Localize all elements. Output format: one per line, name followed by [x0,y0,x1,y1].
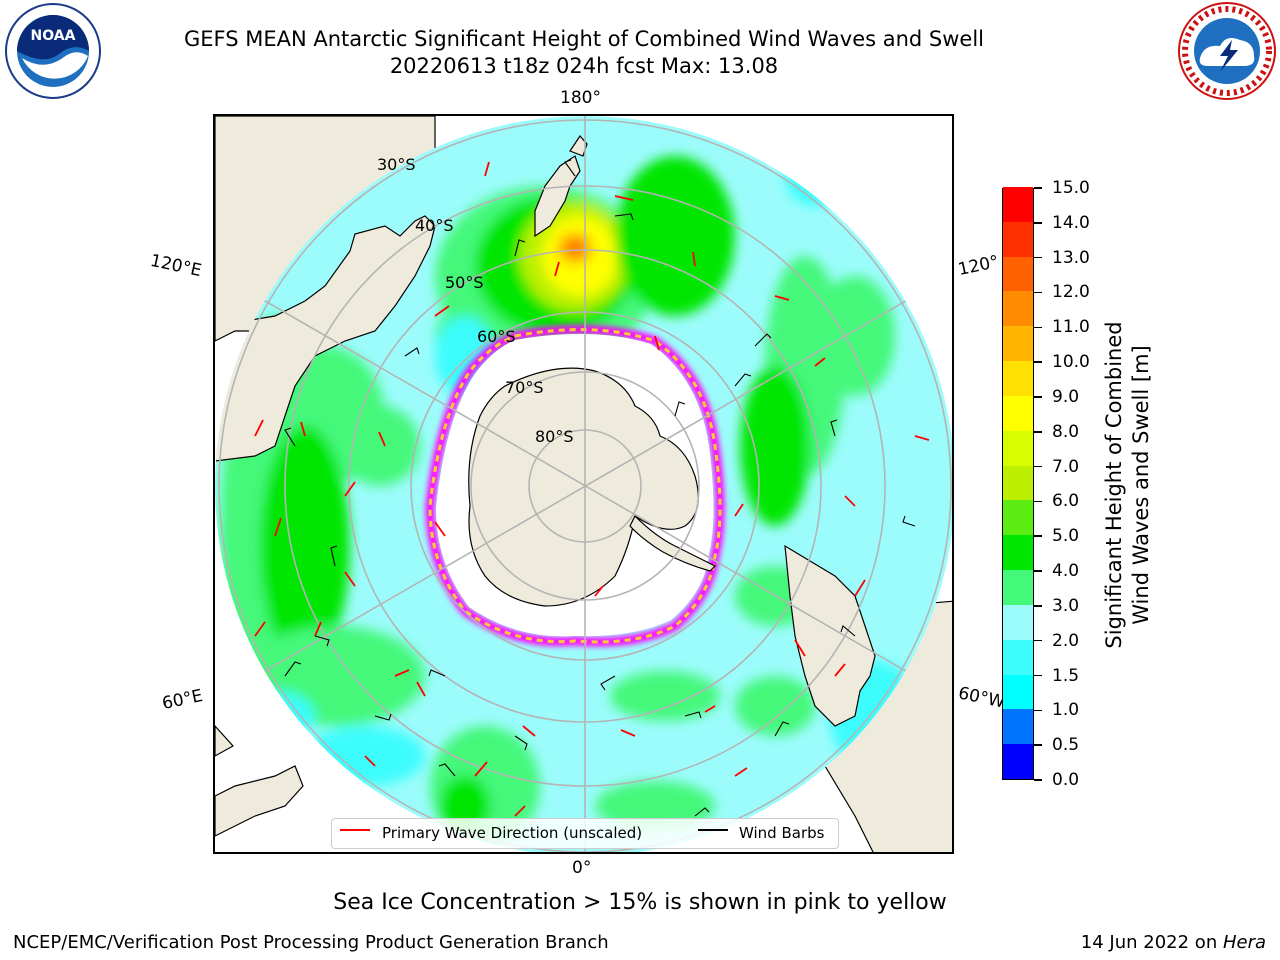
lat-label-40: 40°S [415,216,454,235]
lon-label-0: 0° [572,858,592,878]
colorbar-tick-label: 13.0 [1052,247,1090,268]
chart-title: GEFS MEAN Antarctic Significant Height o… [183,27,985,51]
colorbar-segment [1003,534,1033,571]
colorbar-tick [1034,222,1042,224]
colorbar-segment [1003,674,1033,710]
colorbar-segment [1003,256,1033,292]
colorbar-tick [1034,570,1042,572]
footer-date-text: 14 Jun 2022 on [1080,932,1223,953]
colorbar-tick-label: 2.0 [1052,630,1080,651]
colorbar-segment [1003,708,1033,745]
colorbar-tick [1034,326,1042,329]
polar-map: 30°S 40°S 50°S 60°S 70°S 80°S [215,116,952,852]
colorbar-segment [1003,465,1033,501]
lon-label-60e: 60°E [160,685,205,715]
colorbar-tick-label: 1.0 [1052,700,1080,721]
lon-label-120e: 120°E [148,250,204,282]
colorbar-tick-label: 4.0 [1052,561,1080,582]
colorbar-tick [1034,431,1042,433]
colorbar-title: Significant Height of Combined Wind Wave… [1101,321,1155,648]
colorbar-tick-label: 1.5 [1052,665,1080,686]
colorbar-tick [1034,256,1042,259]
colorbar-segment [1003,604,1033,640]
land-inside [215,135,588,462]
colorbar-segment [1003,430,1033,466]
colorbar-tick [1034,500,1042,503]
graticule [215,116,952,852]
colorbar-tick [1034,779,1042,781]
svg-text:NOAA: NOAA [31,28,76,44]
colorbar-tick-label: 6.0 [1052,491,1080,512]
legend-label-wind-barbs: Wind Barbs [739,824,825,842]
colorbar-tick-label: 0.5 [1052,735,1080,756]
noaa-logo: NOAA [4,2,102,104]
colorbar-segment [1003,395,1033,431]
colorbar-tick [1034,396,1042,398]
colorbar-segment [1003,639,1033,675]
colorbar-tick [1034,465,1042,468]
colorbar-tick [1034,639,1042,642]
lat-label-60: 60°S [477,327,516,346]
lon-label-180: 180° [560,88,601,108]
colorbar-tick-label: 9.0 [1052,386,1080,407]
wind-barbs [284,159,916,817]
colorbar-tick-label: 12.0 [1052,282,1090,303]
colorbar-tick [1034,535,1042,537]
colorbar-tick-label: 10.0 [1052,352,1090,373]
colorbar-segment [1003,290,1033,327]
colorbar-tick [1034,291,1042,294]
sea-ice-caption: Sea Ice Concentration > 15% is shown in … [333,890,947,915]
footer-host: Hera [1222,932,1266,953]
colorbar-segment [1003,743,1033,779]
colorbar-tick [1034,361,1042,363]
colorbar-segment [1003,186,1033,222]
map-legend: Primary Wave Direction (unscaled) Wind B… [331,818,839,849]
chart-subtitle: 20220613 t18z 024h fcst Max: 13.08 [389,54,779,78]
colorbar-tick-label: 3.0 [1052,595,1080,616]
lat-label-30: 30°S [377,155,416,174]
colorbar-segment [1003,221,1033,257]
colorbar-tick-label: 0.0 [1052,770,1080,790]
map-panel: 30°S 40°S 50°S 60°S 70°S 80°S [213,114,954,854]
lat-labels: 30°S 40°S 50°S 60°S 70°S 80°S [377,155,574,446]
south-america [784,544,876,727]
lat-label-50: 50°S [445,273,484,292]
colorbar-tick [1034,674,1042,677]
colorbar-tick [1034,187,1042,189]
sea-ice-edge-high [428,328,722,644]
colorbar-tick [1034,709,1042,712]
legend-label-wave-direction: Primary Wave Direction (unscaled) [382,824,643,842]
colorbar-tick-label: 15.0 [1052,178,1090,198]
colorbar-tick-label: 5.0 [1052,526,1080,547]
colorbar-segment [1003,325,1033,362]
footer-credit: NCEP/EMC/Verification Post Processing Pr… [13,932,609,953]
wave-direction-arrows [254,161,930,852]
colorbar-title-line1: Significant Height of Combined [1102,321,1126,649]
colorbar-tick [1034,744,1042,746]
lat-label-70: 70°S [505,378,544,397]
lat-label-80: 80°S [535,427,574,446]
colorbar-tick [1034,605,1042,607]
colorbar-title-line2: Wind Waves and Swell [m] [1129,345,1153,625]
footer-date: 14 Jun 2022 on Hera [1081,932,1266,953]
lon-label-120w: 120° [956,251,1001,281]
colorbar-segment [1003,360,1033,396]
colorbar-segment [1003,569,1033,605]
legend-swatch-wave-direction [340,829,370,831]
colorbar-segment [1003,499,1033,536]
colorbar-tick-label: 14.0 [1052,212,1090,233]
colorbar-tick-label: 11.0 [1052,317,1090,338]
colorbar-tick-label: 8.0 [1052,421,1080,442]
antarctic-peninsula [629,514,717,572]
colorbar [1002,186,1034,780]
legend-swatch-wind-barbs [698,829,728,831]
lon-label-60w: 60°W [956,683,1007,713]
colorbar-tick-label: 7.0 [1052,456,1080,477]
nws-logo [1176,0,1278,106]
